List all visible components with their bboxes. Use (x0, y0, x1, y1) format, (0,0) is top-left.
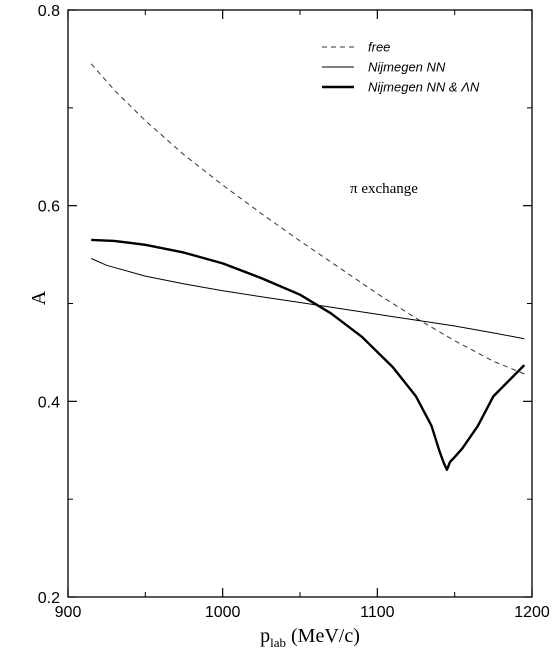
tick-labels: 900 1000 1100 1200 0.2 0.4 0.6 0.8 (38, 3, 550, 621)
x-tick-label: 1000 (205, 604, 241, 621)
y-axis-label: A (28, 290, 50, 305)
x-tick-label: 1100 (360, 604, 395, 621)
x-tick-label: 900 (55, 604, 82, 621)
legend-label-2: Nijmegen NN & ΛN (368, 80, 480, 95)
x-axis-label-subscript: lab (270, 635, 286, 650)
plot-frame (67, 9, 533, 598)
y-tick-label: 0.2 (38, 590, 60, 607)
x-axis-label-unit: (MeV/c) (286, 625, 360, 647)
series-line-1 (90, 258, 525, 340)
series-line-2 (91, 238, 526, 471)
series-lines (90, 63, 526, 471)
legend-label-0: free (368, 40, 390, 55)
y-tick-label: 0.8 (38, 3, 60, 20)
axis-ticks (67, 9, 533, 598)
x-axis-label: plab (MeV/c) (260, 625, 360, 650)
y-tick-label: 0.6 (38, 199, 60, 216)
y-tick-label: 0.4 (38, 394, 60, 411)
series-line-0 (90, 63, 525, 375)
plot-border (67, 9, 533, 598)
legend: free Nijmegen NN Nijmegen NN & ΛN (322, 40, 480, 95)
x-axis-label-main: p (260, 625, 270, 647)
x-tick-label: 1200 (514, 604, 550, 621)
legend-label-1: Nijmegen NN (368, 60, 446, 75)
annotation-pi-exchange: π exchange (350, 181, 418, 197)
